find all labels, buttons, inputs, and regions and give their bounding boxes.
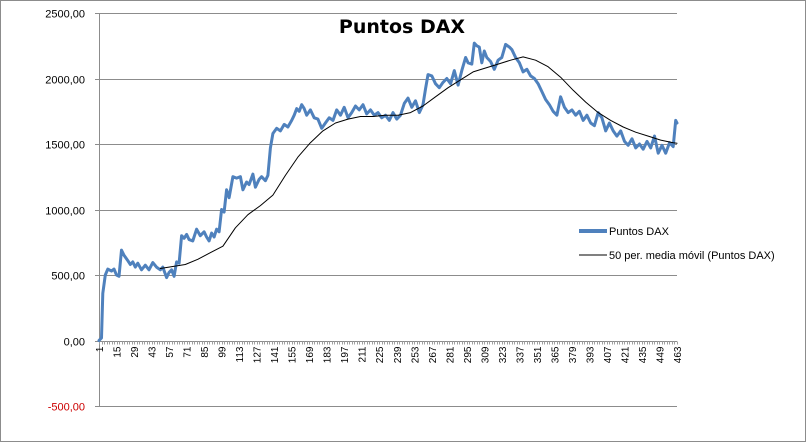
x-tick-label: 155 [288, 346, 299, 363]
y-tick-label: 0,00 [64, 337, 85, 349]
y-tick-label: 1500,00 [45, 140, 85, 152]
x-tick-label: 15 [113, 346, 124, 358]
x-tick-label: 421 [620, 346, 631, 363]
x-tick-label: 323 [498, 346, 509, 363]
x-tick-label: 169 [305, 346, 316, 363]
x-tick-label: 71 [183, 346, 194, 358]
y-tick-label: 2000,00 [45, 75, 85, 87]
legend-label-moving-average: 50 per. media móvil (Puntos DAX) [609, 250, 775, 262]
y-tick-label: -500,00 [48, 402, 85, 414]
x-tick-label: 99 [218, 346, 229, 358]
series-lines [97, 41, 679, 342]
y-tick-label: 2500,00 [45, 9, 85, 21]
y-tick-label: 500,00 [51, 271, 85, 283]
legend: Puntos DAX 50 per. media móvil (Puntos D… [579, 226, 775, 262]
x-tick-label: 197 [340, 346, 351, 363]
x-tick-label: 379 [568, 346, 579, 363]
x-tick-label: 183 [323, 346, 334, 363]
x-tick-label: 337 [515, 346, 526, 363]
x-tick-label: 1 [95, 346, 106, 352]
x-tick-label: 29 [130, 346, 141, 358]
x-tick-label: 295 [463, 346, 474, 363]
x-tick-label: 225 [375, 346, 386, 363]
x-tick-label: 211 [358, 346, 369, 362]
x-tick-label: 43 [148, 346, 159, 358]
x-tick-label: 281 [445, 346, 456, 363]
x-tick-label: 127 [253, 346, 264, 363]
x-tick-label: 57 [165, 346, 176, 358]
x-tick-label: 85 [200, 346, 211, 358]
x-tick-label: 393 [585, 346, 596, 363]
x-tick-label: 141 [270, 346, 281, 363]
x-tick-label: 435 [638, 346, 649, 363]
series-line-puntos-dax [97, 41, 679, 342]
x-tick-label: 351 [533, 346, 544, 363]
x-axis-ticks: 1 15 29 43 57 71 85 99 113 127 141 155 169 183 197 211 2… [95, 341, 684, 363]
x-tick-label: 239 [393, 346, 404, 363]
x-tick-label: 365 [550, 346, 561, 363]
x-tick-label: 253 [410, 346, 421, 363]
y-axis-ticks: -500,00 0,00 500,00 1000,00 1500,00 2000,00 25… [45, 9, 99, 414]
x-tick-label: 407 [603, 346, 614, 363]
chart-title: Puntos DAX [339, 16, 466, 38]
x-tick-label: 309 [480, 346, 491, 363]
x-tick-label: 449 [655, 346, 666, 363]
x-tick-label: 113 [235, 346, 246, 362]
x-tick-label: 267 [428, 346, 439, 363]
y-tick-label: 1000,00 [45, 206, 85, 218]
x-tick-label: 463 [673, 346, 684, 363]
series-line-moving-average [159, 56, 678, 269]
legend-label-puntos-dax: Puntos DAX [609, 226, 670, 238]
gridlines [99, 13, 677, 407]
